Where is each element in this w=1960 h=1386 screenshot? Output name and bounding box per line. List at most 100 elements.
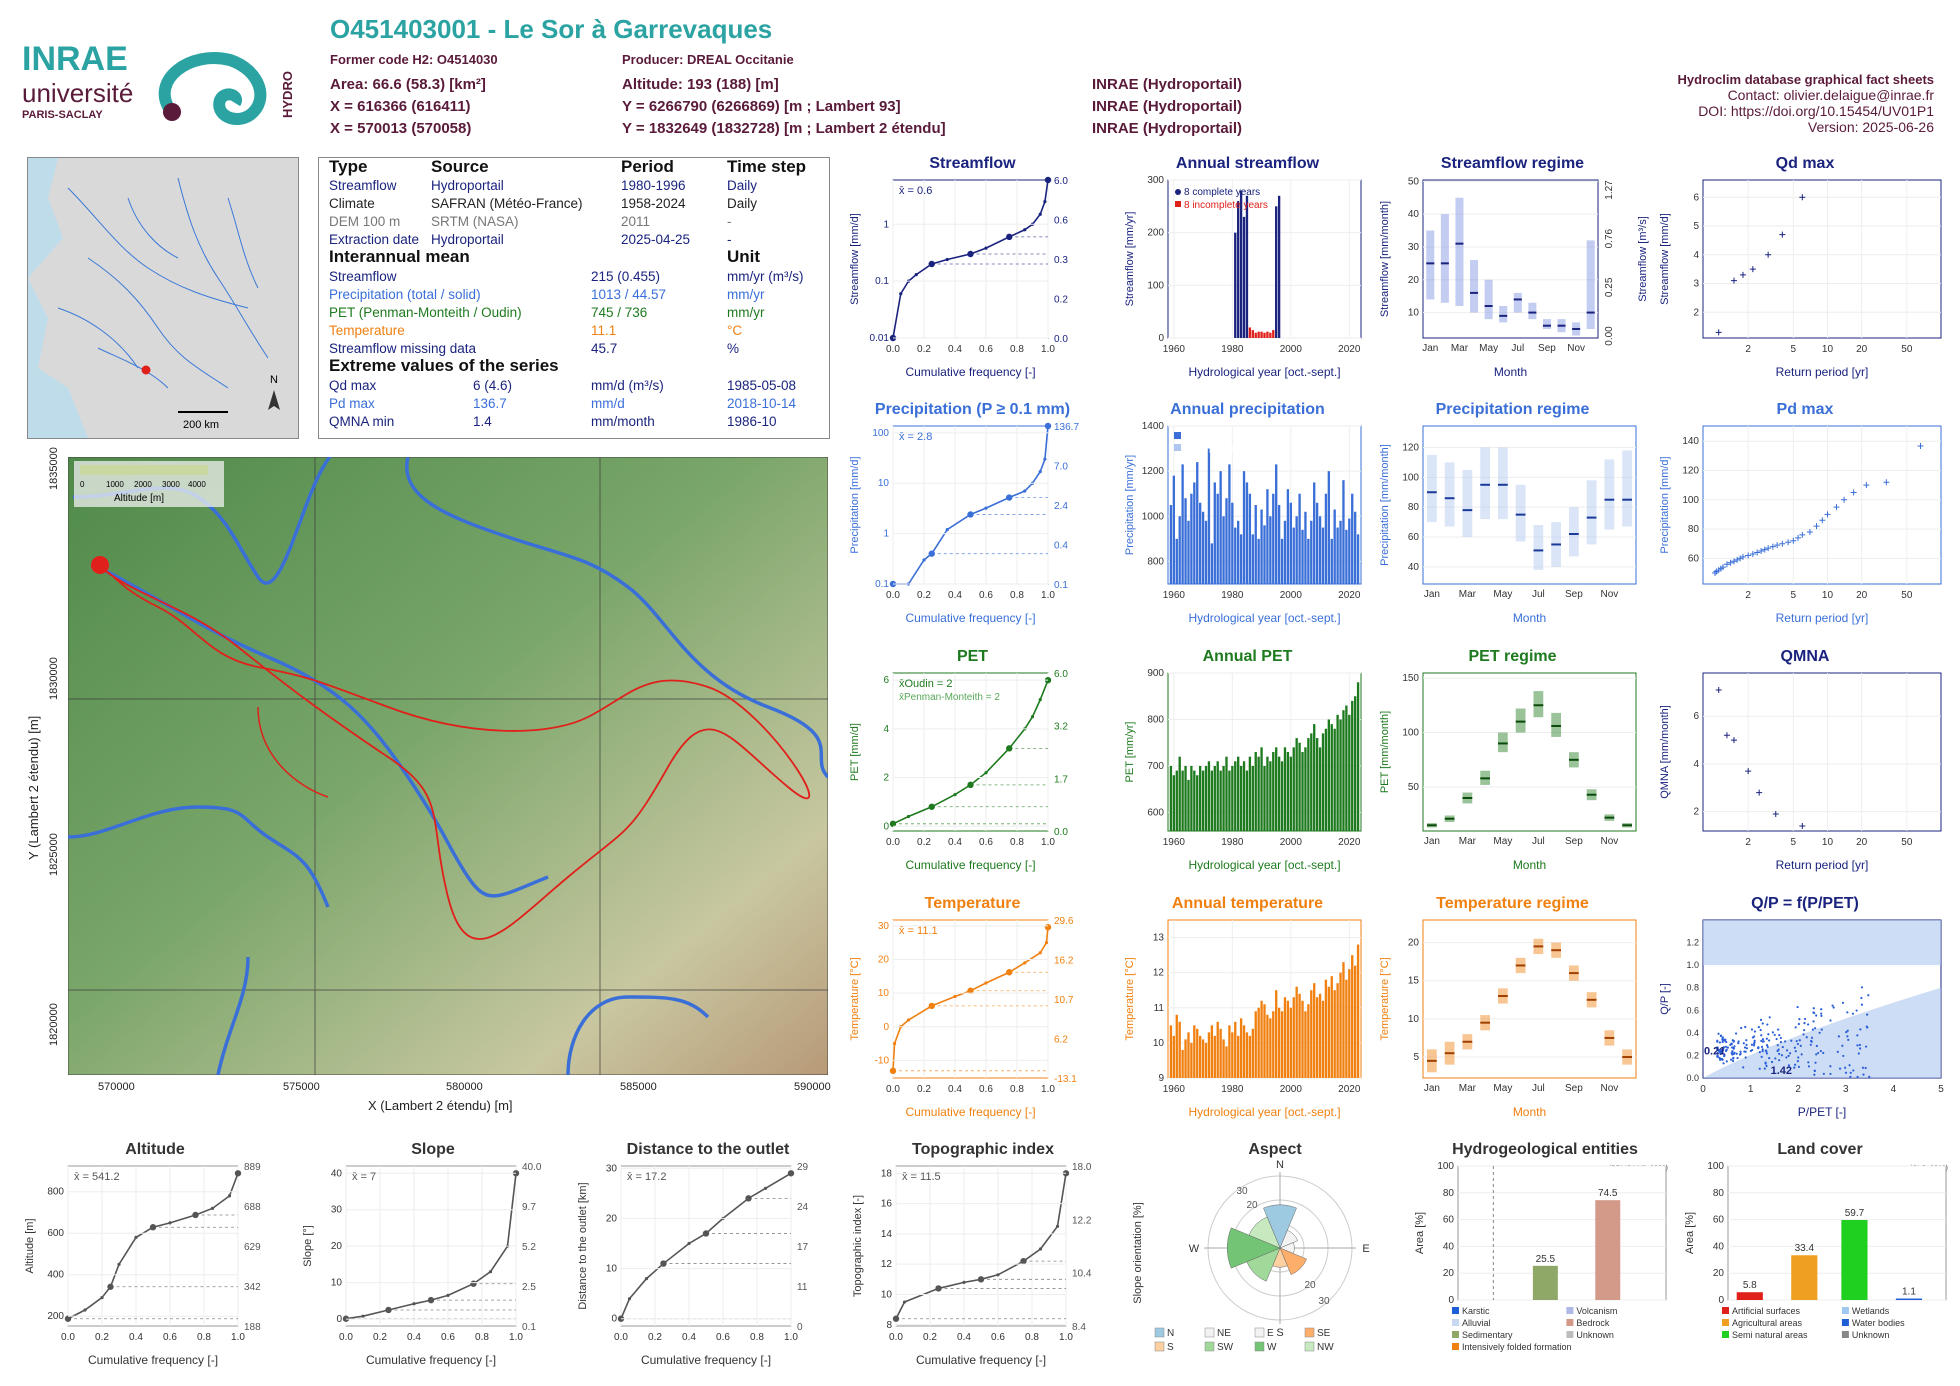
chart-xlabel: Hydrological year [oct.-sept.] [1188, 611, 1340, 625]
y-tick-label: 800 [1147, 556, 1164, 567]
annual-bar [1210, 1025, 1214, 1078]
mean-name: Precipitation (total / solid) [329, 287, 481, 302]
annual-bar [1324, 493, 1328, 584]
annual-bar [1219, 471, 1222, 584]
annual-bar [1295, 986, 1298, 1078]
annual-bar [1237, 520, 1240, 584]
qp-point [1730, 1058, 1733, 1061]
qp-point [1744, 1056, 1747, 1059]
qp-point [1725, 1060, 1728, 1063]
annual-bar [1339, 520, 1342, 584]
qp-point [1737, 1042, 1740, 1045]
rose-legend-swatch [1204, 1341, 1215, 1352]
annual-bar [1275, 990, 1278, 1078]
x-tick-label: 1980 [1221, 1084, 1244, 1095]
x-tick-label: 5 [1791, 344, 1797, 355]
y-tick-label: 80 [1713, 1188, 1725, 1199]
mean-unit: mm/yr (m³/s) [727, 269, 804, 284]
chart-title: Annual temperature [1172, 895, 1323, 912]
qp-point [1865, 1025, 1868, 1028]
annual-bar [1269, 516, 1272, 584]
extreme-unit: mm/d [591, 396, 625, 411]
chart-title: Annual PET [1203, 648, 1293, 665]
quantile-marker [1044, 176, 1052, 184]
legend-label: Intensively folded formation [1462, 1342, 1572, 1352]
chart-svg: Annual precipitation Hydrological year [o… [1124, 401, 1362, 625]
plot-area [67, 1165, 239, 1327]
month-label: Nov [1600, 836, 1618, 847]
chart-title: Pd max [1777, 401, 1834, 418]
right-tick-label: 1.7 [1054, 774, 1068, 785]
annual-bar [1353, 696, 1357, 831]
x-tick-label: 2 [1745, 344, 1751, 355]
y-tick-label: 50 [1408, 782, 1420, 793]
annual-bar [1336, 983, 1339, 1078]
chart-xlabel: Cumulative frequency [-] [641, 1353, 771, 1367]
annual-bar [1172, 475, 1176, 584]
annual-bar [1198, 1035, 1202, 1078]
annual-bar [1269, 332, 1272, 338]
qp-point [1722, 1039, 1725, 1042]
y-tick-label: 0.6 [1686, 1005, 1699, 1015]
y-tick-label: 40 [1443, 1241, 1455, 1252]
y-tick-label: 10 [878, 988, 890, 999]
annual-bar [1254, 752, 1257, 831]
altitude-legend: 0 1000 2000 3000 4000 Altitude [m] [74, 461, 224, 507]
annual-bar [1260, 331, 1263, 338]
x-tick-label: 1960 [1163, 1084, 1186, 1095]
qp-point [1793, 1066, 1796, 1069]
legend-label: Unknown [1576, 1330, 1614, 1340]
month-label: Nov [1600, 589, 1618, 600]
regime-box [1622, 450, 1633, 527]
annual-bar [1190, 1042, 1193, 1078]
y-tick-label: 10 [1153, 1038, 1165, 1049]
annual-bar [1327, 719, 1331, 831]
qp-point [1774, 1057, 1777, 1060]
x-tick-label: 1980 [1221, 837, 1244, 848]
mean-label: x̄Oudin = 2 [899, 678, 953, 690]
cdf-point [984, 981, 988, 985]
map-grid [68, 457, 828, 1075]
x-tick-label: 0.0 [339, 1332, 353, 1343]
qp-point [1845, 1031, 1848, 1034]
annual-bar [1225, 498, 1228, 584]
annual-bar [1289, 756, 1292, 831]
x-tick-label: 50 [1901, 837, 1913, 848]
rose-sector-w [1227, 1227, 1281, 1269]
annual-bar [1193, 1025, 1196, 1078]
qp-point [1846, 1035, 1849, 1038]
cdf-point [892, 1041, 897, 1046]
qp-point [1759, 1018, 1763, 1021]
plot-area [1422, 919, 1637, 1079]
annual-bar [1298, 993, 1301, 1078]
data-point [1813, 523, 1820, 530]
y-tick-label: 30 [606, 1163, 618, 1174]
chart-xlabel: Hydrological year [oct.-sept.] [1188, 1105, 1340, 1119]
src-source: Hydroportail [431, 178, 504, 193]
plot-area [1702, 179, 1942, 339]
y-tick-label: 40 [331, 1168, 343, 1179]
rose-legend-label: SE [1317, 1328, 1331, 1339]
chart-p-cdf: Precipitation (P ≥ 0.1 mm) Cumulative fre… [845, 398, 1100, 628]
x-tick-label: 0.8 [1010, 1084, 1024, 1095]
qp-point [1777, 1028, 1780, 1031]
plot-area [1422, 672, 1637, 832]
x-tick-label: 2 [1795, 1084, 1801, 1095]
qp-point [1820, 1008, 1823, 1011]
qp-point [1813, 1073, 1816, 1076]
chart-svg: Q/P = f(P/PET) P/PET [-] Q/P [-] 0 1 2 3 4 5 0.0 0… [1659, 895, 1944, 1119]
qp-point [1753, 1030, 1756, 1033]
chart-ylabel: QMNA [mm/month] [1659, 705, 1671, 799]
extreme-date: 1986-10 [727, 414, 777, 429]
right-tick-label: 18.0 [1072, 1162, 1092, 1173]
chart-svg: Annual streamflow Hydrological year [oct.… [1124, 155, 1362, 379]
data-point [1739, 271, 1746, 278]
qp-point [1779, 1040, 1783, 1044]
qp-point [1717, 1032, 1720, 1035]
annual-bar [1204, 765, 1208, 831]
qp-point [1841, 1044, 1844, 1047]
x-tick-label: 2 [1745, 837, 1751, 848]
annual-bar [1169, 505, 1173, 584]
cdf-point [962, 1280, 966, 1284]
y-tick-label: 2 [883, 773, 889, 784]
